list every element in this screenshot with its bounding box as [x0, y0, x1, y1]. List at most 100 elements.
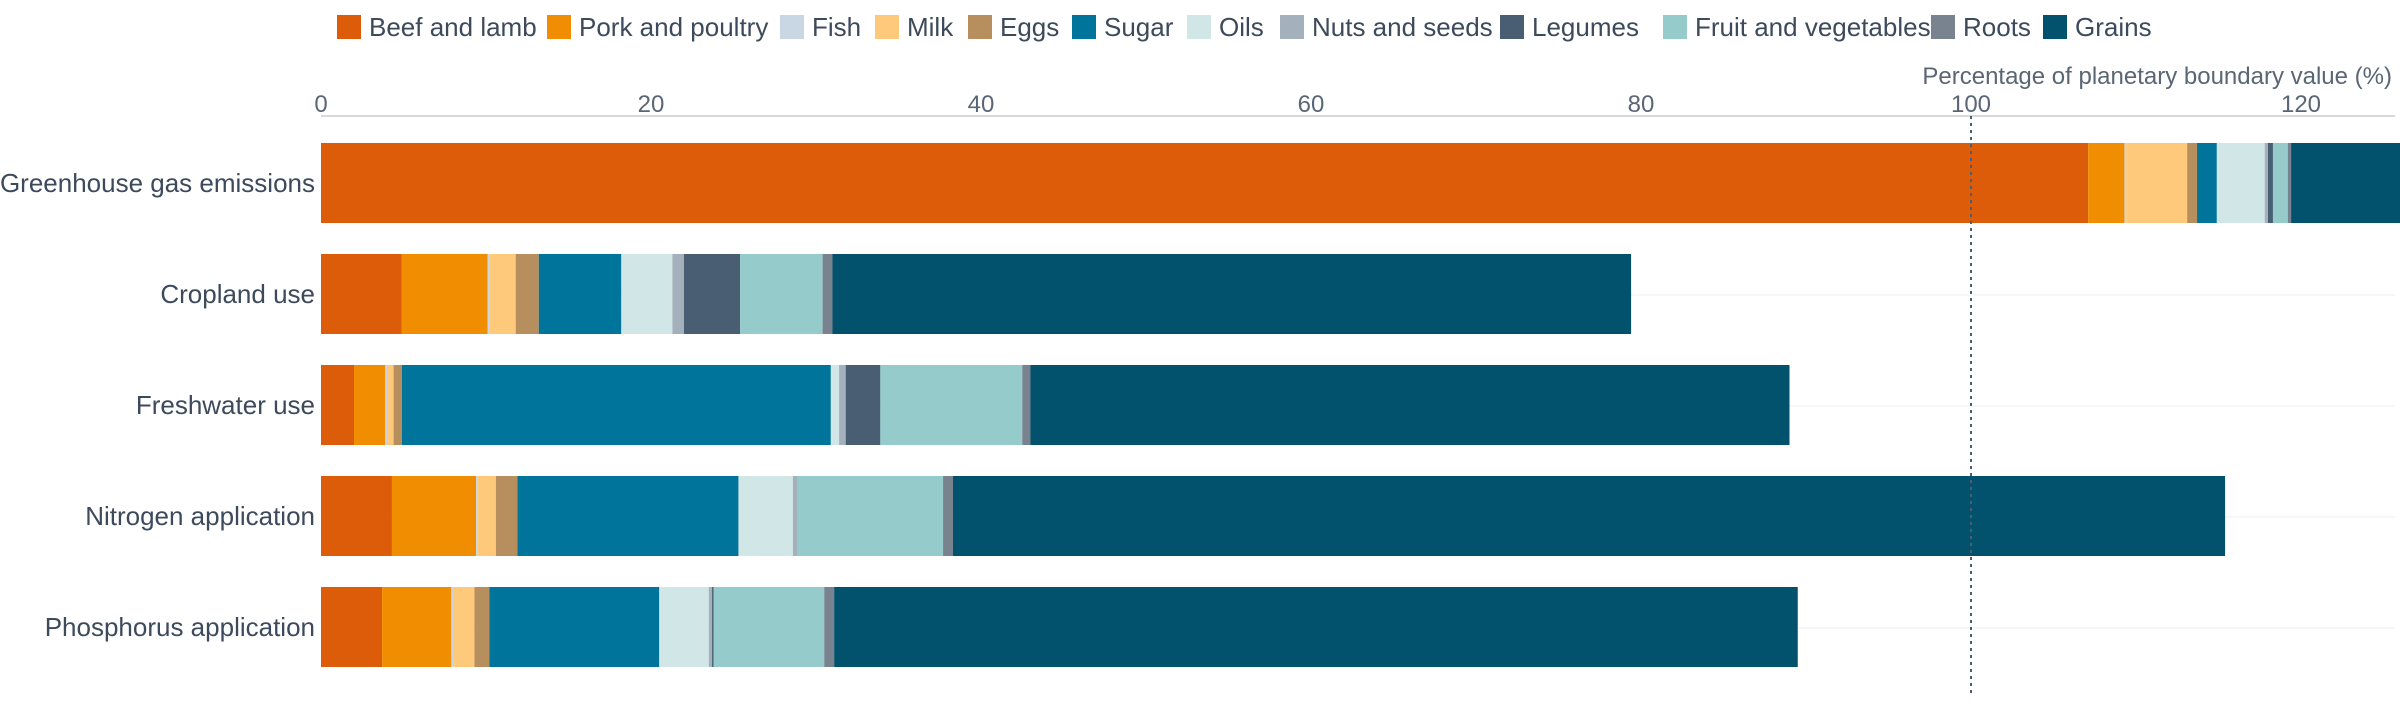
- bar-greenhouse-gas-emissions-pork-and-poultry: [2088, 143, 2125, 223]
- bar-freshwater-use-fish: [385, 365, 387, 445]
- bar-freshwater-use-eggs: [393, 365, 402, 445]
- legend-label-grains: Grains: [2075, 12, 2152, 42]
- x-axis: 0 20 40 60 80 100 120: [314, 91, 2395, 118]
- bar-cropland-use-oils: [621, 254, 673, 334]
- bar-cropland-use-grains: [832, 254, 1632, 334]
- bar-cropland-use-eggs: [515, 254, 539, 334]
- bar-greenhouse-gas-emissions-eggs: [2187, 143, 2198, 223]
- bar-cropland-use-pork-and-poultry: [401, 254, 488, 334]
- x-tick-label-40: 40: [968, 91, 995, 118]
- bar-nitrogen-application-grains: [952, 476, 2226, 556]
- bar-greenhouse-gas-emissions-oils: [2216, 143, 2265, 223]
- bar-freshwater-use-beef-and-lamb: [321, 365, 354, 445]
- legend-label-fish: Fish: [812, 12, 861, 42]
- bar-phosphorus-application-eggs: [474, 587, 490, 667]
- bar-greenhouse-gas-emissions-legumes: [2268, 143, 2273, 223]
- bar-freshwater-use-roots: [1022, 365, 1031, 445]
- bar-greenhouse-gas-emissions-fish: [2124, 143, 2127, 223]
- bar-phosphorus-application-milk: [453, 587, 475, 667]
- legend-swatch-nuts-and-seeds: [1280, 15, 1304, 39]
- legend-label-beef-and-lamb: Beef and lamb: [369, 12, 537, 42]
- x-tick-label-120: 120: [2281, 91, 2321, 118]
- bar-phosphorus-application-grains: [834, 587, 1798, 667]
- category-label-greenhouse-gas-emissions: Greenhouse gas emissions: [0, 168, 315, 198]
- axis-title: Percentage of planetary boundary value (…: [1922, 63, 2392, 90]
- bar-greenhouse-gas-emissions-milk: [2126, 143, 2188, 223]
- bar-greenhouse-gas-emissions-nuts-and-seeds: [2264, 143, 2268, 223]
- category-label-cropland-use: Cropland use: [160, 279, 315, 309]
- bars: [321, 143, 2400, 667]
- category-label-phosphorus-application: Phosphorus application: [45, 612, 315, 642]
- legend-swatch-grains: [2043, 15, 2067, 39]
- bar-nitrogen-application-pork-and-poultry: [391, 476, 477, 556]
- category-labels: Greenhouse gas emissions Cropland use Fres…: [0, 168, 315, 642]
- bar-freshwater-use-grains: [1030, 365, 1790, 445]
- legend-swatch-sugar: [1072, 15, 1096, 39]
- bar-freshwater-use-nuts-and-seeds: [839, 365, 846, 445]
- legend-label-oils: Oils: [1219, 12, 1264, 42]
- bar-cropland-use-roots: [822, 254, 833, 334]
- bar-phosphorus-application-sugar: [489, 587, 660, 667]
- bar-nitrogen-application-sugar: [517, 476, 739, 556]
- legend-label-milk: Milk: [907, 12, 954, 42]
- legend-label-sugar: Sugar: [1104, 12, 1174, 42]
- bar-nitrogen-application-nuts-and-seeds: [792, 476, 798, 556]
- bar-freshwater-use-milk: [387, 365, 394, 445]
- bar-phosphorus-application-fruit-and-vegetables: [713, 587, 825, 667]
- bar-phosphorus-application-oils: [659, 587, 709, 667]
- legend-swatch-fruit-and-vegetables: [1663, 15, 1687, 39]
- bar-phosphorus-application-legumes: [712, 587, 714, 667]
- bar-greenhouse-gas-emissions-grains: [2291, 143, 2400, 223]
- legend-label-legumes: Legumes: [1532, 12, 1639, 42]
- bar-cropland-use-fish: [487, 254, 490, 334]
- bar-phosphorus-application-beef-and-lamb: [321, 587, 383, 667]
- legend-swatch-eggs: [968, 15, 992, 39]
- x-tick-label-20: 20: [638, 91, 665, 118]
- x-tick-label-80: 80: [1628, 91, 1655, 118]
- x-tick-label-100: 100: [1951, 91, 1991, 118]
- legend-label-pork-and-poultry: Pork and poultry: [579, 12, 768, 42]
- bar-nitrogen-application-eggs: [495, 476, 518, 556]
- legend-label-nuts-and-seeds: Nuts and seeds: [1312, 12, 1493, 42]
- bar-nitrogen-application-oils: [738, 476, 793, 556]
- legend-swatch-oils: [1187, 15, 1211, 39]
- bar-nitrogen-application-milk: [477, 476, 496, 556]
- bar-greenhouse-gas-emissions-sugar: [2197, 143, 2217, 223]
- legend: Beef and lamb Pork and poultry Fish Milk Egg…: [337, 12, 2152, 42]
- bar-cropland-use-legumes: [684, 254, 741, 334]
- bar-phosphorus-application-fish: [451, 587, 453, 667]
- bar-freshwater-use-oils: [830, 365, 840, 445]
- bar-phosphorus-application-roots: [824, 587, 835, 667]
- category-label-freshwater-use: Freshwater use: [136, 390, 315, 420]
- bar-cropland-use-beef-and-lamb: [321, 254, 402, 334]
- bar-cropland-use-nuts-and-seeds: [672, 254, 684, 334]
- bar-cropland-use-fruit-and-vegetables: [740, 254, 823, 334]
- bar-freshwater-use-legumes: [845, 365, 881, 445]
- legend-label-eggs: Eggs: [1000, 12, 1059, 42]
- bar-cropland-use-sugar: [538, 254, 622, 334]
- bar-nitrogen-application-fish: [476, 476, 478, 556]
- legend-label-roots: Roots: [1963, 12, 2031, 42]
- legend-swatch-milk: [875, 15, 899, 39]
- legend-swatch-roots: [1931, 15, 1955, 39]
- bar-freshwater-use-fruit-and-vegetables: [880, 365, 1023, 445]
- legend-swatch-beef-and-lamb: [337, 15, 361, 39]
- bar-freshwater-use-pork-and-poultry: [354, 365, 386, 445]
- legend-label-fruit-and-vegetables: Fruit and vegetables: [1695, 12, 1931, 42]
- bar-greenhouse-gas-emissions-fruit-and-vegetables: [2272, 143, 2288, 223]
- x-tick-label-60: 60: [1298, 91, 1325, 118]
- gridlines: [321, 294, 2395, 629]
- bar-greenhouse-gas-emissions-beef-and-lamb: [321, 143, 2089, 223]
- bar-nitrogen-application-fruit-and-vegetables: [797, 476, 944, 556]
- legend-swatch-pork-and-poultry: [547, 15, 571, 39]
- bar-cropland-use-milk: [489, 254, 516, 334]
- bar-nitrogen-application-roots: [943, 476, 953, 556]
- legend-swatch-legumes: [1500, 15, 1524, 39]
- bar-greenhouse-gas-emissions-roots: [2287, 143, 2292, 223]
- bar-nitrogen-application-beef-and-lamb: [321, 476, 392, 556]
- bar-phosphorus-application-nuts-and-seeds: [708, 587, 713, 667]
- category-label-nitrogen-application: Nitrogen application: [85, 501, 315, 531]
- bar-freshwater-use-sugar: [401, 365, 831, 445]
